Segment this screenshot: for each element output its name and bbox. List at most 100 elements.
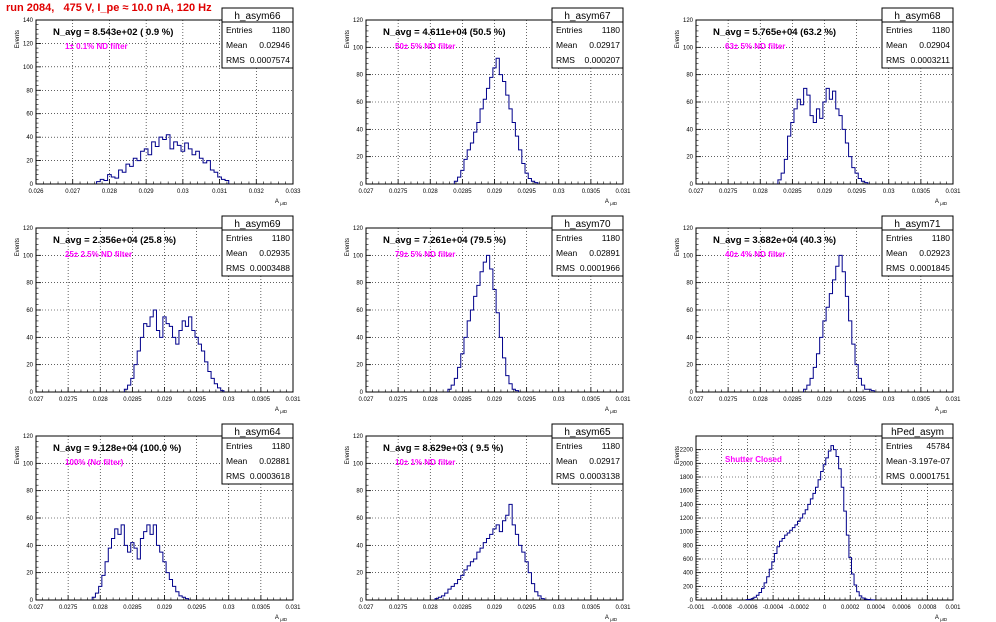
- n-avg-label: N_avg = 8.629e+03 ( 9.5 %): [383, 443, 503, 454]
- histogram-bin: [490, 77, 493, 184]
- stats-value: 0.02881: [259, 456, 290, 466]
- y-tick-label: 120: [23, 434, 34, 440]
- stats-title: h_asym70: [564, 219, 611, 230]
- x-tick-label: 0.028: [423, 189, 439, 195]
- stats-value: -3.197e-07: [909, 456, 950, 466]
- y-tick-label: 40: [26, 543, 33, 549]
- histogram-bin: [148, 155, 152, 184]
- x-tick-label: 0.027: [358, 397, 374, 403]
- histogram-bin: [104, 180, 108, 184]
- stats-box: [551, 7, 624, 69]
- histogram-bin: [192, 155, 196, 184]
- x-tick-label: 0.0305: [912, 189, 931, 195]
- stats-value: 0.0003488: [250, 263, 290, 273]
- histogram-bin: [147, 525, 150, 600]
- y-tick-label: 20: [26, 571, 33, 577]
- y-tick-label: 1000: [680, 530, 694, 536]
- x-tick-label: -0.0002: [789, 605, 810, 611]
- x-tick-label: 0.029: [157, 397, 173, 403]
- x-tick-label: 0.028: [93, 397, 109, 403]
- x-tick-label: -0.0006: [737, 605, 758, 611]
- histogram-bin: [163, 139, 167, 184]
- stats-value: 1180: [932, 25, 951, 35]
- y-tick-label: 80: [356, 489, 363, 495]
- y-tick-label: 2000: [680, 461, 694, 467]
- x-tick-label: 0.0285: [123, 605, 142, 611]
- x-axis-title: A μID: [275, 615, 288, 622]
- histogram-bin: [480, 548, 483, 600]
- x-tick-label: 0.028: [102, 189, 118, 195]
- filter-label: 79± 5% ND filter: [395, 250, 455, 259]
- stats-value: 0.02946: [259, 40, 290, 50]
- histogram-bin: [147, 326, 150, 392]
- histogram-bin: [124, 545, 127, 600]
- histogram-bin: [490, 534, 493, 600]
- histogram-bin: [196, 151, 200, 184]
- stats-value: 1180: [932, 233, 951, 243]
- y-tick-label: 0: [360, 390, 364, 396]
- y-tick-label: 120: [23, 226, 34, 232]
- y-tick-label: 20: [356, 155, 363, 161]
- histogram-bin: [185, 326, 188, 392]
- panel-h_asym68: 0.027 0.0275 0.028 0.0285 0.029 0.0295 0.03 0.0…: [675, 7, 961, 206]
- histogram-bin: [192, 331, 195, 393]
- y-tick-label: 40: [686, 335, 693, 341]
- stats-label: Mean: [886, 456, 908, 466]
- y-tick-label: 60: [356, 100, 363, 106]
- y-tick-label: 40: [26, 135, 33, 141]
- panel-h_asym67: 0.027 0.0275 0.028 0.0285 0.029 0.0295 0.03 0.0…: [345, 7, 631, 206]
- stats-label: RMS: [226, 55, 245, 65]
- panel-h_asym70: 0.027 0.0275 0.028 0.0285 0.029 0.0295 0.03 0.0…: [345, 215, 631, 414]
- y-tick-label: 0: [360, 598, 364, 604]
- x-axis-title-sub: μID: [609, 201, 618, 206]
- histogram-series: [803, 254, 875, 392]
- histogram-bin: [820, 118, 823, 184]
- x-axis-title-sub: μID: [939, 201, 948, 206]
- stats-value: 45784: [926, 441, 950, 451]
- histogram-bin: [777, 547, 780, 600]
- x-axis-title: A μID: [275, 407, 288, 414]
- histogram-bin: [496, 525, 499, 600]
- x-tick-label: 0.028: [423, 397, 439, 403]
- x-tick-label: 0.031: [212, 189, 228, 195]
- y-tick-label: 0: [690, 182, 694, 188]
- stats-title: h_asym69: [234, 219, 281, 230]
- x-axis-title: A μID: [275, 199, 288, 206]
- stats-label: RMS: [556, 55, 575, 65]
- filter-label: 40± 4% ND filter: [725, 250, 785, 259]
- x-tick-label: 0.0295: [847, 397, 866, 403]
- histogram-bin: [496, 58, 499, 184]
- histogram-bin: [813, 123, 816, 185]
- histogram-bin: [795, 525, 798, 600]
- x-tick-label: 0.0285: [453, 189, 472, 195]
- y-tick-label: 60: [26, 308, 33, 314]
- filter-label: Shutter Closed: [725, 455, 782, 464]
- x-tick-label: 0.03: [553, 605, 565, 611]
- histogram-bin: [144, 532, 147, 600]
- x-tick-label: 0.031: [945, 189, 961, 195]
- stats-value: 1180: [272, 233, 291, 243]
- stats-label: Mean: [226, 248, 248, 258]
- x-axis-title-sub: μID: [279, 201, 288, 206]
- filter-label: 100% (No filter): [65, 458, 124, 467]
- histogram-series: [123, 309, 225, 392]
- stats-value: 0.02904: [919, 40, 950, 50]
- x-axis-title: A μID: [605, 615, 618, 622]
- x-tick-label: 0.0275: [719, 397, 738, 403]
- histogram-bin: [503, 82, 506, 185]
- x-tick-label: 0.03: [553, 189, 565, 195]
- y-axis-title: Events: [15, 30, 21, 48]
- y-tick-label: 0: [360, 182, 364, 188]
- histogram-bin: [150, 534, 153, 600]
- n-avg-label: N_avg = 4.611e+04 (50.5 %): [383, 27, 506, 38]
- histogram-bin: [128, 552, 131, 600]
- y-tick-label: 60: [686, 100, 693, 106]
- x-tick-label: 0.001: [945, 605, 961, 611]
- histogram-bin: [137, 559, 140, 600]
- stats-label: RMS: [556, 471, 575, 481]
- y-tick-label: 1600: [680, 489, 694, 495]
- stats-label: Mean: [556, 248, 578, 258]
- x-tick-label: 0.029: [487, 397, 503, 403]
- y-tick-label: 120: [683, 226, 694, 232]
- stats-label: RMS: [226, 471, 245, 481]
